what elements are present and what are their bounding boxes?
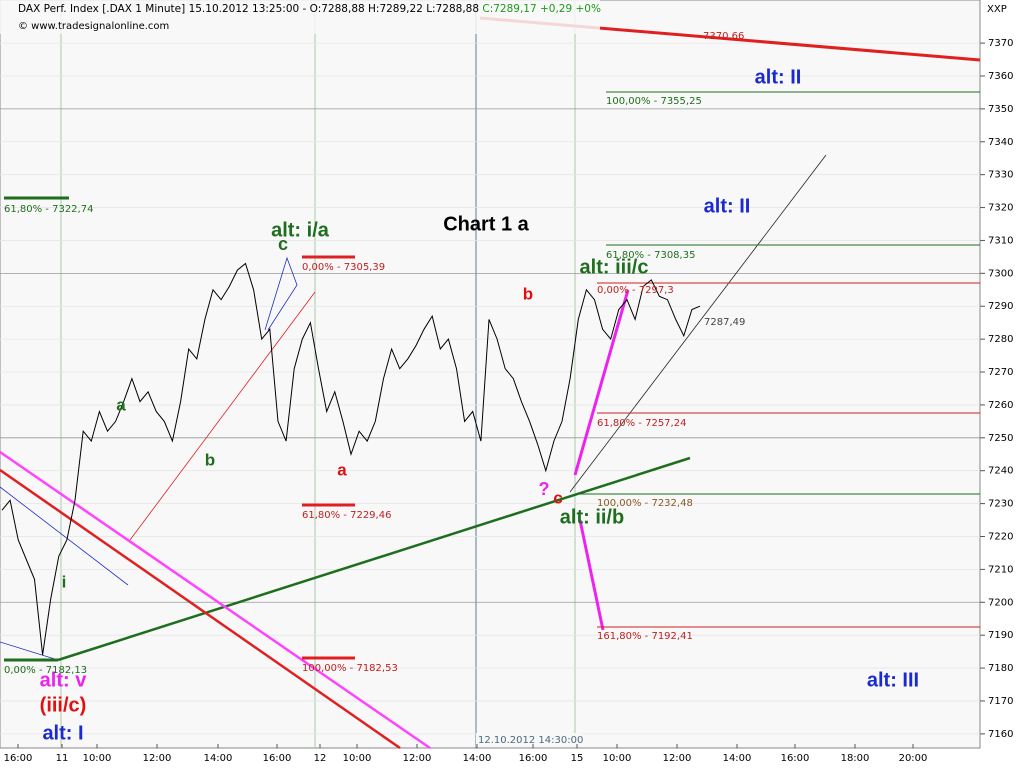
wave-label: alt: III xyxy=(867,669,919,691)
x-tick-label: 12 xyxy=(314,753,327,764)
trend-line xyxy=(578,519,605,631)
wave-label: (iii/c) xyxy=(40,694,87,716)
trend-line xyxy=(0,486,129,586)
price-line xyxy=(1,262,701,655)
x-tick-label: 15 xyxy=(571,753,584,764)
x-tick-label: 16:00 xyxy=(263,753,292,764)
level-label: 7287,49 xyxy=(704,317,745,328)
y-tick-label: 7370 xyxy=(988,38,1013,49)
axis-unit: XXP xyxy=(987,4,1007,15)
cursor-label: 12.10.2012 14:30:00 xyxy=(478,735,583,746)
wave-label: alt: II xyxy=(704,195,751,217)
wave-label: i xyxy=(62,572,67,591)
x-tick-label: 14:00 xyxy=(463,753,492,764)
wave-label: a xyxy=(116,395,126,414)
trend-line xyxy=(129,291,316,541)
channel-line xyxy=(0,450,431,750)
x-tick-label: 18:00 xyxy=(841,753,870,764)
level-label: 100,00% - 7182,53 xyxy=(302,663,398,674)
level-label: 61,80% - 7322,74 xyxy=(4,204,93,215)
level-label: 100,00% - 7355,25 xyxy=(606,96,702,107)
header-info: DAX Perf. Index [.DAX 1 Minute] 15.10.20… xyxy=(18,3,479,15)
header-change: C:7289,17 +0,29 +0% xyxy=(482,3,601,15)
x-tick-label: 12:00 xyxy=(143,753,172,764)
wave-label: alt: iii/c xyxy=(580,256,649,278)
wave-label: alt: v xyxy=(40,669,88,691)
y-tick-label: 7330 xyxy=(988,170,1013,181)
wave-label: c xyxy=(278,234,288,254)
x-tick-label: 20:00 xyxy=(899,753,928,764)
y-tick-label: 7300 xyxy=(988,268,1013,279)
x-tick-label: 11 xyxy=(56,753,69,764)
level-label: 61,80% - 7229,46 xyxy=(302,510,391,521)
y-tick-label: 7230 xyxy=(988,499,1013,510)
level-label: 61,80% - 7308,35 xyxy=(606,250,695,261)
y-tick-label: 7270 xyxy=(988,367,1013,378)
x-tick-label: 14:00 xyxy=(723,753,752,764)
y-tick-label: 7360 xyxy=(988,71,1013,82)
y-tick-label: 7190 xyxy=(988,630,1013,641)
x-tick-label: 12:00 xyxy=(403,753,432,764)
trend-line xyxy=(573,289,630,476)
level-label: 161,80% - 7192,41 xyxy=(597,631,693,642)
x-tick-label: 10:00 xyxy=(603,753,632,764)
price-plot xyxy=(1,262,701,655)
cursor-label-bg xyxy=(476,733,582,747)
wave-label: alt: i/a xyxy=(271,219,330,241)
x-tick-label: 16:00 xyxy=(781,753,810,764)
source: © www.tradesignalonline.com xyxy=(18,21,169,32)
wave-label: alt: I xyxy=(42,722,83,744)
y-tick-label: 7180 xyxy=(988,663,1013,674)
x-tick-label: 10:00 xyxy=(343,753,372,764)
x-tick-label: 16:00 xyxy=(519,753,548,764)
level-label: 0,00% - 7297,3 xyxy=(597,285,674,296)
y-tick-label: 7310 xyxy=(988,235,1013,246)
y-tick-label: 7240 xyxy=(988,466,1013,477)
y-tick-label: 7170 xyxy=(988,696,1013,707)
grid xyxy=(0,42,980,735)
y-tick-label: 7280 xyxy=(988,334,1013,345)
x-tick-label: 14:00 xyxy=(204,753,233,764)
y-tick-label: 7220 xyxy=(988,531,1013,542)
y-tick-label: 7290 xyxy=(988,301,1013,312)
triangle xyxy=(264,256,298,331)
y-tick-label: 7320 xyxy=(988,203,1013,214)
plot-area xyxy=(0,0,981,749)
y-tick-label: 7260 xyxy=(988,400,1013,411)
wave-label: ? xyxy=(539,479,550,499)
wave-label: alt: ii/b xyxy=(560,506,624,528)
wave-label: Chart 1 a xyxy=(443,213,529,235)
channel-line xyxy=(0,468,401,750)
x-tick-label: 12:00 xyxy=(663,753,692,764)
level-label: 100,00% - 7232,48 xyxy=(597,498,693,509)
wave-label: c xyxy=(553,488,562,507)
y-tick-label: 7160 xyxy=(988,729,1013,740)
header-text: DAX Perf. Index [.DAX 1 Minute] 15.10.20… xyxy=(18,3,601,15)
wave-label: a xyxy=(337,460,347,479)
y-tick-label: 7210 xyxy=(988,564,1013,575)
level-label: 0,00% - 7305,39 xyxy=(302,262,385,273)
y-tick-label: 7350 xyxy=(988,104,1013,115)
level-label: 0,00% - 7182,13 xyxy=(4,665,87,676)
trend-line xyxy=(569,154,827,493)
wave-label: alt: II xyxy=(755,66,802,88)
wave-label: b xyxy=(523,284,533,303)
trend-line xyxy=(0,641,59,661)
wave-label: b xyxy=(205,450,215,469)
header-bg xyxy=(0,0,600,34)
y-tick-label: 7200 xyxy=(988,597,1013,608)
x-tick-label: 10:00 xyxy=(83,753,112,764)
y-tick-label: 7250 xyxy=(988,433,1013,444)
level-label: 7370,66 xyxy=(703,31,744,42)
level-label: 61,80% - 7257,24 xyxy=(597,418,686,429)
y-tick-label: 7340 xyxy=(988,137,1013,148)
trend-line xyxy=(57,456,691,662)
x-tick-label: 16:00 xyxy=(4,753,33,764)
